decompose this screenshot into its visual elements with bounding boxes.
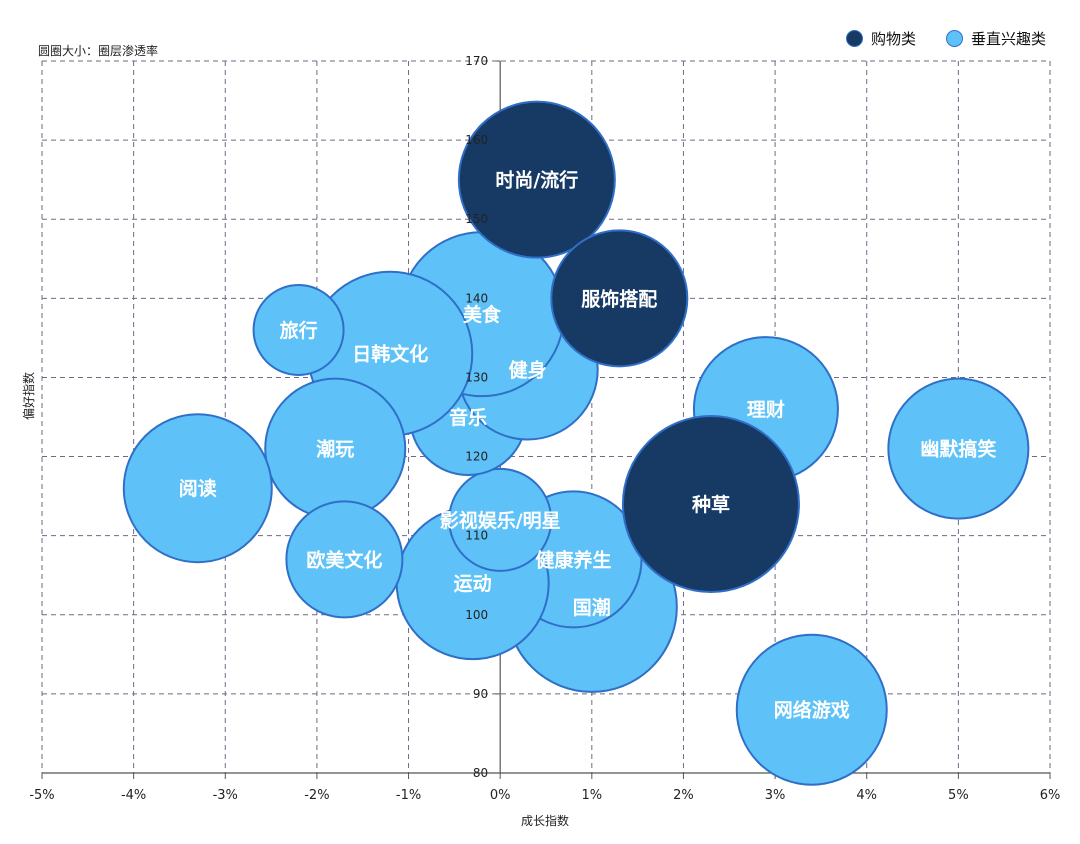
y-tick-label-4: 120: [465, 450, 488, 464]
bubble-label-0-8: 健身: [509, 359, 547, 382]
bubble-label-0-6: 影视娱乐/明星: [440, 509, 561, 532]
legend-item-vertical-interest[interactable]: 垂直兴趣类: [945, 28, 1046, 49]
y-tick-label-1: 90: [473, 687, 488, 701]
x-tick-label-0: -5%: [29, 788, 54, 803]
x-tick-label-11: 6%: [1040, 788, 1061, 803]
bubble-1-2[interactable]: [621, 415, 800, 594]
x-tick-label-10: 5%: [948, 788, 969, 803]
x-tick-label-4: -1%: [396, 788, 421, 803]
bubble-0-13[interactable]: [122, 413, 273, 564]
y-tick-label-9: 170: [465, 54, 488, 68]
legend-label-vertical-interest: 垂直兴趣类: [970, 30, 1046, 48]
bubble-0-2[interactable]: [735, 633, 888, 786]
y-tick-label-0: 80: [473, 766, 488, 780]
bubble-1-1[interactable]: [550, 229, 689, 368]
bubble-label-1-0: 时尚/流行: [495, 169, 578, 192]
bubble-label-1-2: 种草: [691, 493, 730, 516]
x-tick-label-2: -3%: [213, 788, 238, 803]
bubble-0-14[interactable]: [285, 500, 404, 619]
x-tick-label-1: -4%: [121, 788, 146, 803]
bubble-label-0-3: 国潮: [573, 597, 611, 619]
bubble-label-0-10: 日韩文化: [352, 343, 428, 366]
bubble-label-0-13: 阅读: [179, 477, 217, 500]
y-tick-label-2: 100: [465, 608, 488, 622]
y-tick-label-7: 150: [465, 212, 488, 226]
x-tick-label-8: 3%: [765, 788, 786, 803]
x-axis-title: 成长指数: [520, 814, 569, 828]
x-tick-label-3: -2%: [304, 788, 329, 803]
legend: 购物类 垂直兴趣类: [845, 28, 1046, 49]
legend-item-shopping[interactable]: 购物类: [845, 28, 916, 49]
bubble-label-0-4: 健康养生: [535, 548, 611, 571]
bubble-label-0-14: 欧美文化: [306, 548, 382, 571]
bubble-0-11[interactable]: [252, 283, 345, 376]
bubble-label-0-7: 音乐: [449, 406, 487, 429]
legend-label-shopping: 购物类: [870, 30, 916, 48]
bubble-label-1-1: 服饰搭配: [581, 287, 657, 310]
y-tick-label-5: 130: [465, 370, 488, 384]
legend-swatch-vertical-interest: [945, 30, 963, 47]
bubble-label-0-9: 美食: [463, 303, 502, 326]
bubble-label-0-1: 理财: [747, 398, 785, 421]
y-tick-label-8: 160: [465, 133, 488, 147]
bubble-size-note: 圆圈大小：圈层渗透率: [38, 44, 159, 58]
bubble-label-0-2: 网络游戏: [774, 699, 850, 722]
y-tick-label-6: 140: [465, 291, 488, 305]
bubble-label-0-0: 幽默搞笑: [920, 438, 996, 461]
bubble-1-0[interactable]: [457, 100, 616, 259]
x-tick-label-7: 2%: [673, 788, 694, 803]
tick-labels: -5% -4% -3% -2% -1% 0% 1% 2% 3% 4% 5% 6% 80 90 100 110 1…: [29, 54, 1060, 803]
x-tick-label-6: 1%: [582, 788, 603, 803]
bubble-label-0-12: 潮玩: [316, 439, 354, 461]
y-axis-title: 偏好指数: [22, 371, 36, 420]
legend-swatch-shopping: [845, 30, 863, 47]
x-tick-label-5: 0%: [490, 788, 511, 803]
bubble-label-0-11: 旅行: [280, 319, 318, 342]
bubble-0-0[interactable]: [887, 377, 1030, 520]
bubble-0-6[interactable]: [448, 467, 553, 572]
x-tick-label-9: 4%: [856, 788, 877, 803]
y-tick-label-3: 110: [465, 529, 488, 543]
bubble-label-0-5: 运动: [454, 573, 492, 595]
